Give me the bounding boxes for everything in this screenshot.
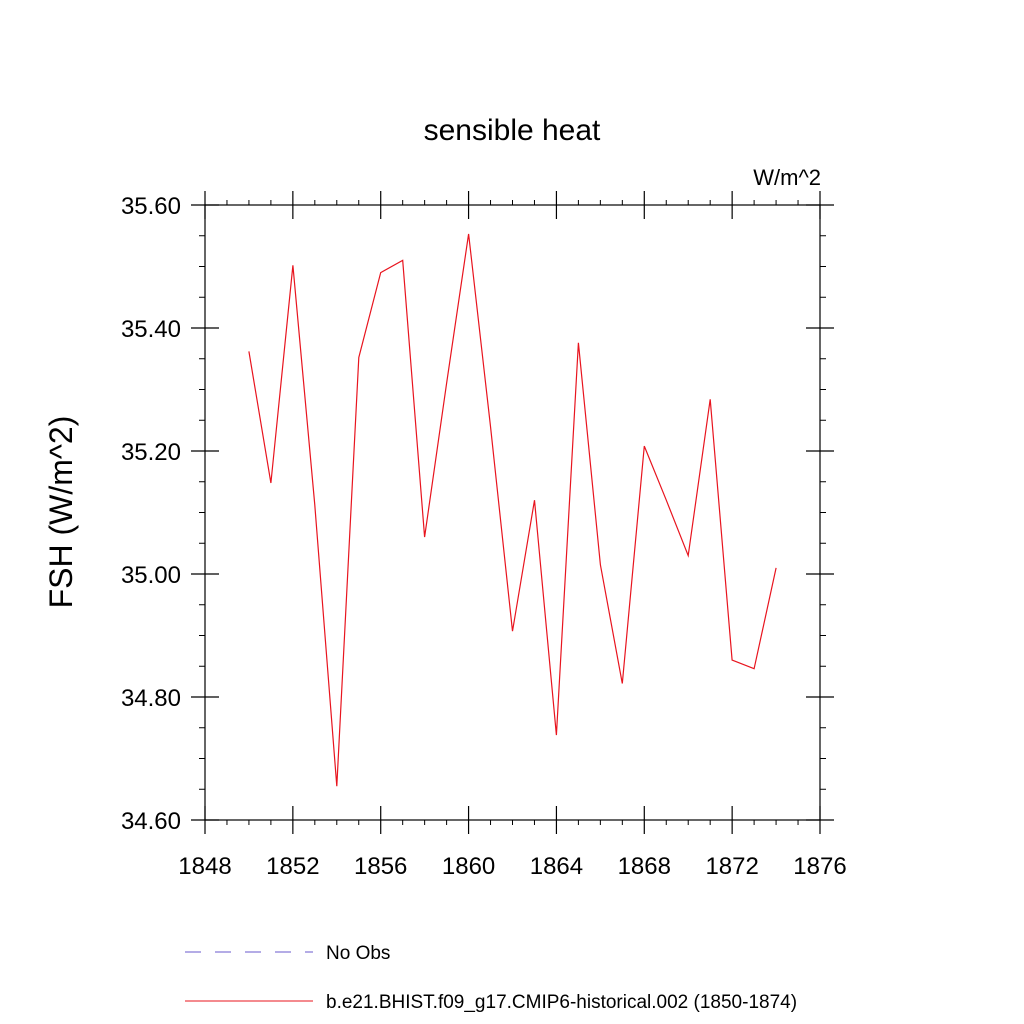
x-tick-label: 1872 (705, 853, 758, 880)
series-line-0 (248, 233, 777, 787)
y-axis-ticks (191, 204, 834, 821)
x-axis-ticks (204, 191, 821, 834)
series-layer (248, 233, 777, 787)
x-tick-label: 1864 (530, 853, 583, 880)
x-tick-label: 1852 (266, 853, 319, 880)
units-label: W/m^2 (753, 165, 821, 190)
y-tick-label: 35.60 (121, 193, 181, 220)
legend-label-1: b.e21.BHIST.f09_g17.CMIP6-historical.002… (326, 992, 797, 1013)
x-tick-label: 1868 (618, 853, 671, 880)
x-tick-label: 1876 (793, 853, 846, 880)
chart-title: sensible heat (424, 114, 601, 147)
y-tick-label: 34.60 (121, 808, 181, 835)
x-tick-label: 1860 (442, 853, 495, 880)
y-tick-label: 35.40 (121, 316, 181, 343)
y-tick-label: 34.80 (121, 685, 181, 712)
x-tick-label: 1856 (354, 853, 407, 880)
plot-frame (204, 204, 821, 821)
y-axis-label: FSH (W/m^2) (43, 416, 79, 609)
y-tick-label: 35.20 (121, 439, 181, 466)
y-axis-tick-labels: 34.60 34.80 35.00 35.20 35.40 35.60 (121, 193, 181, 835)
y-tick-label: 35.00 (121, 562, 181, 589)
x-axis-tick-labels: 1848 1852 1856 1860 1864 1868 1872 1876 (178, 853, 846, 880)
legend-label-0: No Obs (326, 943, 390, 964)
x-tick-label: 1848 (178, 853, 231, 880)
legend: No Obs b.e21.BHIST.f09_g17.CMIP6-historic… (185, 943, 797, 1013)
